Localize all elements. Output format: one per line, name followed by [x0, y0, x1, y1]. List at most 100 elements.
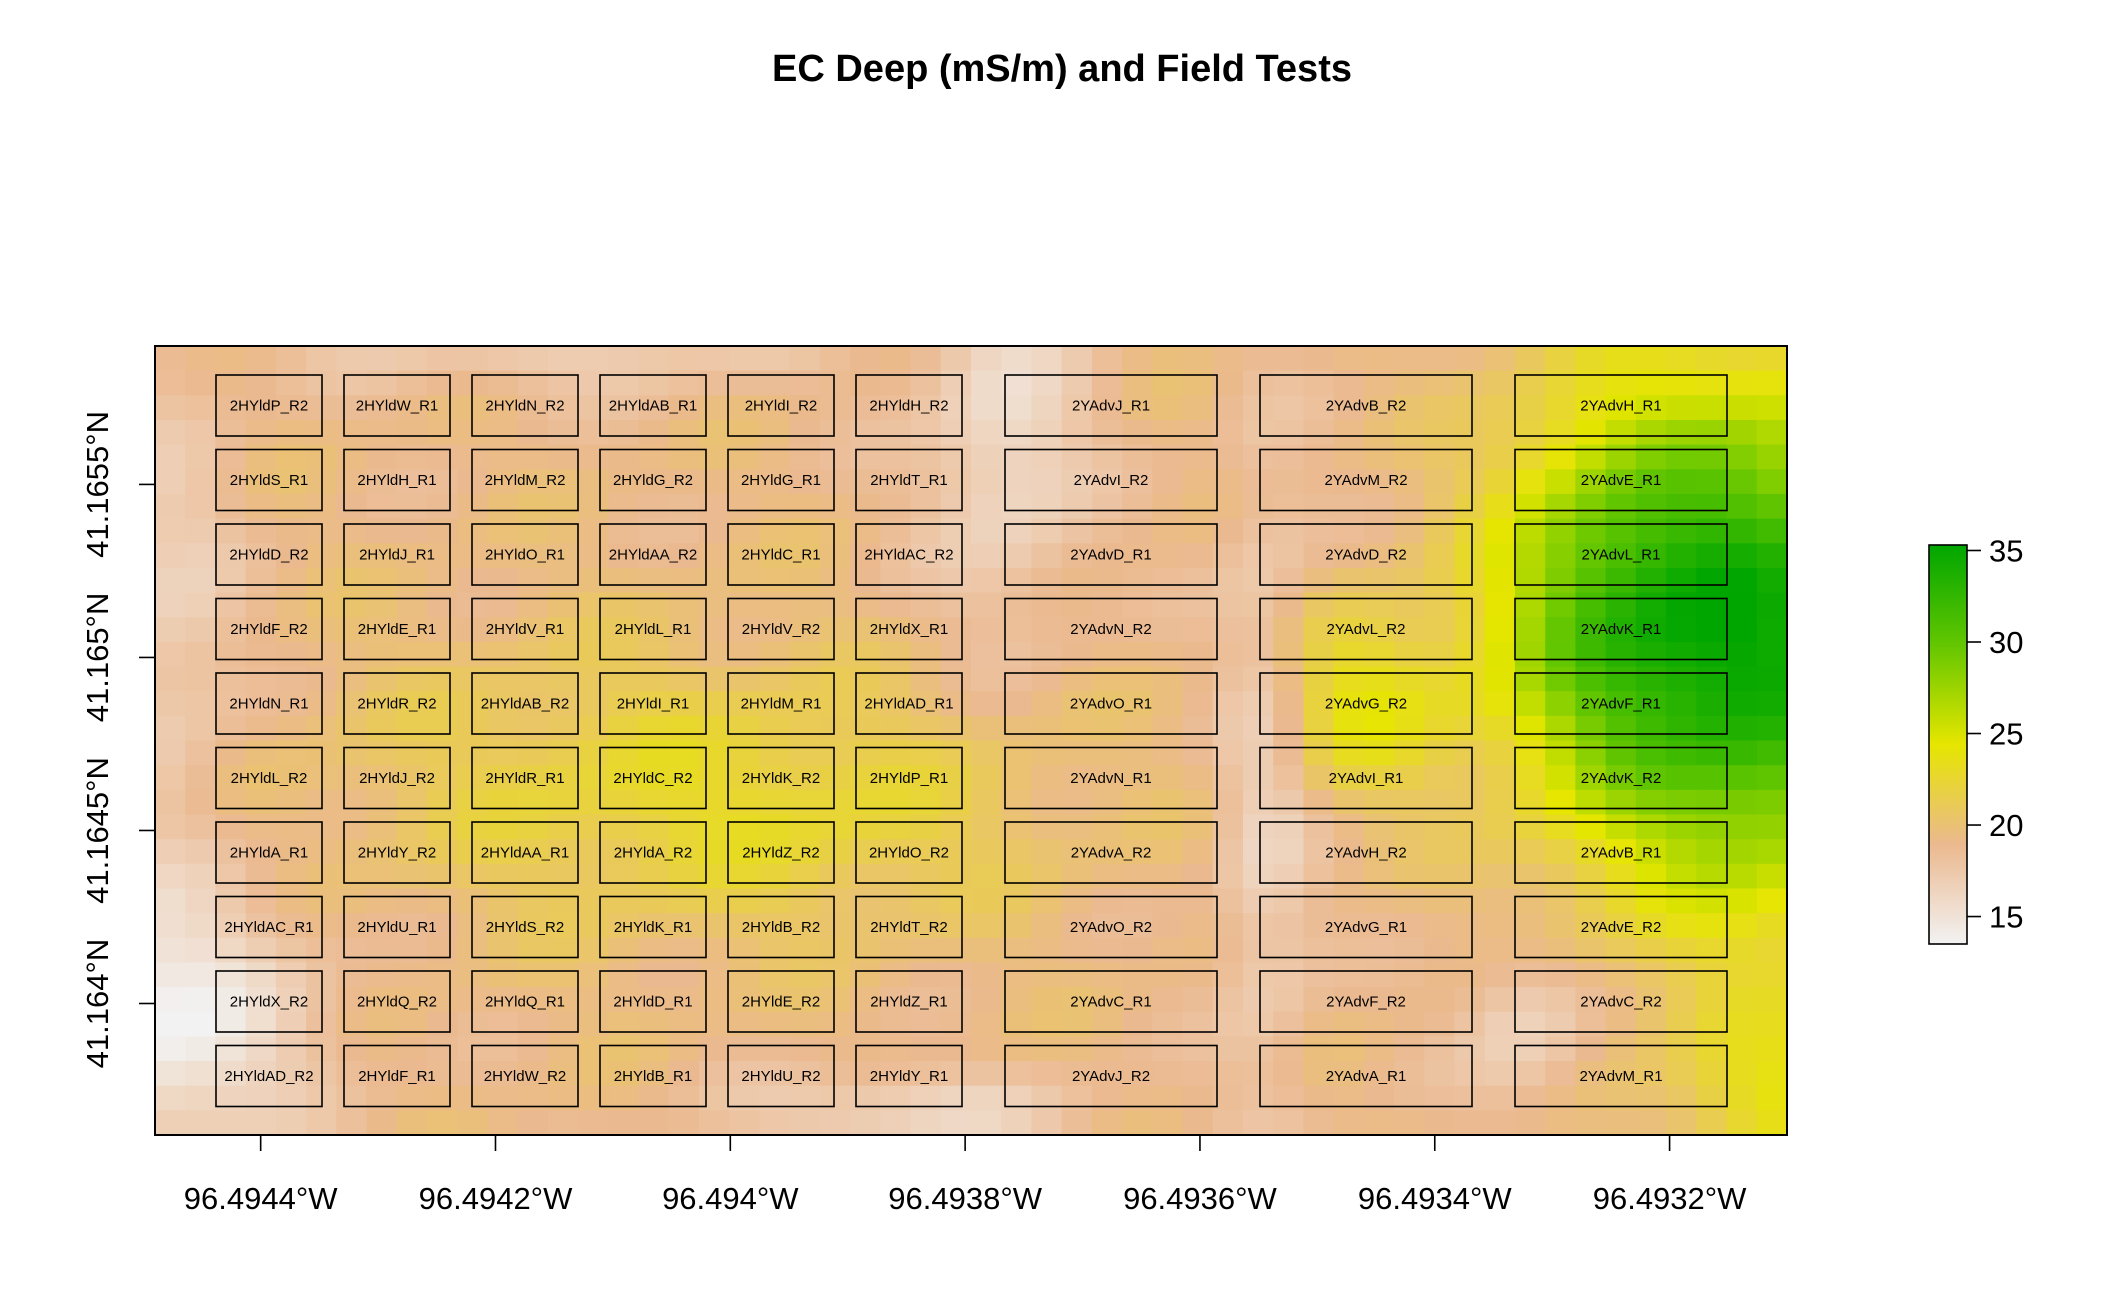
- raster-cell: [850, 419, 882, 446]
- raster-cell: [1575, 1036, 1607, 1062]
- field-plot-border: [1514, 1044, 1728, 1108]
- raster-cell: [1605, 1061, 1637, 1087]
- field-plot-border: [599, 821, 707, 884]
- raster-cell: [1031, 814, 1063, 840]
- raster-cell: [1605, 444, 1637, 471]
- raster-cell: [1424, 419, 1456, 446]
- raster-cell: [880, 715, 912, 742]
- field-plot-label: 2HYldL_R1: [615, 621, 692, 638]
- raster-cell: [1333, 346, 1365, 372]
- field-plot: 2YAdvF_R1: [1514, 672, 1728, 735]
- raster-cell: [729, 691, 761, 717]
- raster-cell: [155, 839, 187, 865]
- raster-cell: [789, 987, 821, 1013]
- field-plot-border: [1004, 374, 1218, 437]
- field-plot-label: 2HYldA_R2: [614, 845, 692, 862]
- raster-cell: [880, 666, 912, 692]
- field-plot-label: 2HYldAB_R1: [609, 398, 697, 415]
- raster-cell: [396, 987, 428, 1013]
- raster-cell: [668, 1085, 700, 1112]
- raster-cell: [185, 913, 217, 939]
- raster-cell: [608, 567, 640, 594]
- raster-cell: [850, 1011, 882, 1038]
- field-plot-border: [599, 523, 707, 586]
- raster-cell: [1091, 641, 1123, 668]
- raster-cell: [1273, 888, 1305, 914]
- raster-cell: [275, 1110, 307, 1136]
- raster-cell: [1484, 1110, 1516, 1136]
- raster-cell: [547, 444, 579, 471]
- field-plot-border: [1514, 597, 1728, 661]
- field-plot: 2YAdvK_R2: [1514, 746, 1728, 810]
- raster-cell: [608, 740, 640, 766]
- raster-cell: [1605, 592, 1637, 619]
- raster-cell: [366, 1110, 398, 1136]
- raster-cell: [729, 666, 761, 692]
- raster-cell: [1363, 888, 1395, 914]
- raster-cell: [1756, 839, 1788, 865]
- raster-cell: [1515, 493, 1547, 520]
- raster-cell: [1243, 715, 1275, 742]
- field-plot-label: 2YAdvD_R2: [1325, 547, 1406, 564]
- raster-cell: [880, 641, 912, 668]
- raster-cell: [1605, 1036, 1637, 1062]
- raster-cell: [185, 962, 217, 988]
- raster-cell: [1484, 666, 1516, 692]
- raster-cell: [487, 715, 519, 742]
- field-plot: 2HYldC_R2: [599, 746, 707, 810]
- raster-cell: [547, 641, 579, 668]
- field-plot-border: [1259, 672, 1473, 735]
- raster-cell: [578, 518, 610, 545]
- field-plot: 2HYldB_R2: [727, 895, 835, 959]
- raster-cell: [245, 888, 277, 914]
- raster-cell: [1061, 888, 1093, 914]
- raster-cell: [245, 395, 277, 421]
- raster-cell: [1333, 518, 1365, 545]
- raster-cell: [1484, 765, 1516, 791]
- raster-cell: [1273, 592, 1305, 619]
- raster-cell: [1605, 715, 1637, 742]
- field-plot-border: [1004, 597, 1218, 661]
- raster-cell: [1031, 691, 1063, 717]
- raster-cell: [1001, 592, 1033, 619]
- raster-cell: [427, 469, 459, 495]
- raster-cell: [880, 913, 912, 939]
- field-plot-border: [343, 970, 451, 1033]
- raster-cell: [1001, 765, 1033, 791]
- raster-cell: [275, 518, 307, 545]
- field-plot-border: [599, 746, 707, 810]
- raster-cell: [1001, 1036, 1033, 1062]
- raster-cell: [547, 346, 579, 372]
- raster-cell: [215, 814, 247, 840]
- raster-cell: [1666, 715, 1698, 742]
- field-plot-border: [1259, 821, 1473, 884]
- raster-cell: [487, 740, 519, 766]
- raster-cell: [1484, 691, 1516, 717]
- field-plot-label: 2YAdvO_R1: [1070, 696, 1152, 713]
- field-plot-label: 2HYldG_R2: [613, 472, 693, 489]
- raster-cell: [699, 493, 731, 520]
- raster-cell: [1454, 863, 1486, 890]
- raster-cell: [1333, 543, 1365, 569]
- raster-cell: [578, 691, 610, 717]
- raster-cell: [1666, 469, 1698, 495]
- raster-cell: [1333, 592, 1365, 619]
- raster-cell: [668, 1061, 700, 1087]
- raster-cell: [1454, 1085, 1486, 1112]
- raster-cell: [759, 839, 791, 865]
- raster-cell: [1605, 493, 1637, 520]
- raster-cell: [1666, 839, 1698, 865]
- raster-cell: [517, 789, 549, 816]
- raster-cell: [487, 567, 519, 594]
- raster-cell: [185, 715, 217, 742]
- raster-cell: [1212, 617, 1244, 643]
- raster-cell: [1756, 444, 1788, 471]
- field-plot-border: [1259, 597, 1473, 661]
- raster-cell: [1666, 1110, 1698, 1136]
- field-plot-label: 2HYldAD_R2: [224, 1068, 313, 1085]
- raster-cell: [1303, 888, 1335, 914]
- field-plot-border: [1004, 448, 1218, 512]
- raster-cell: [215, 543, 247, 569]
- field-plot: 2HYldAA_R1: [471, 821, 579, 884]
